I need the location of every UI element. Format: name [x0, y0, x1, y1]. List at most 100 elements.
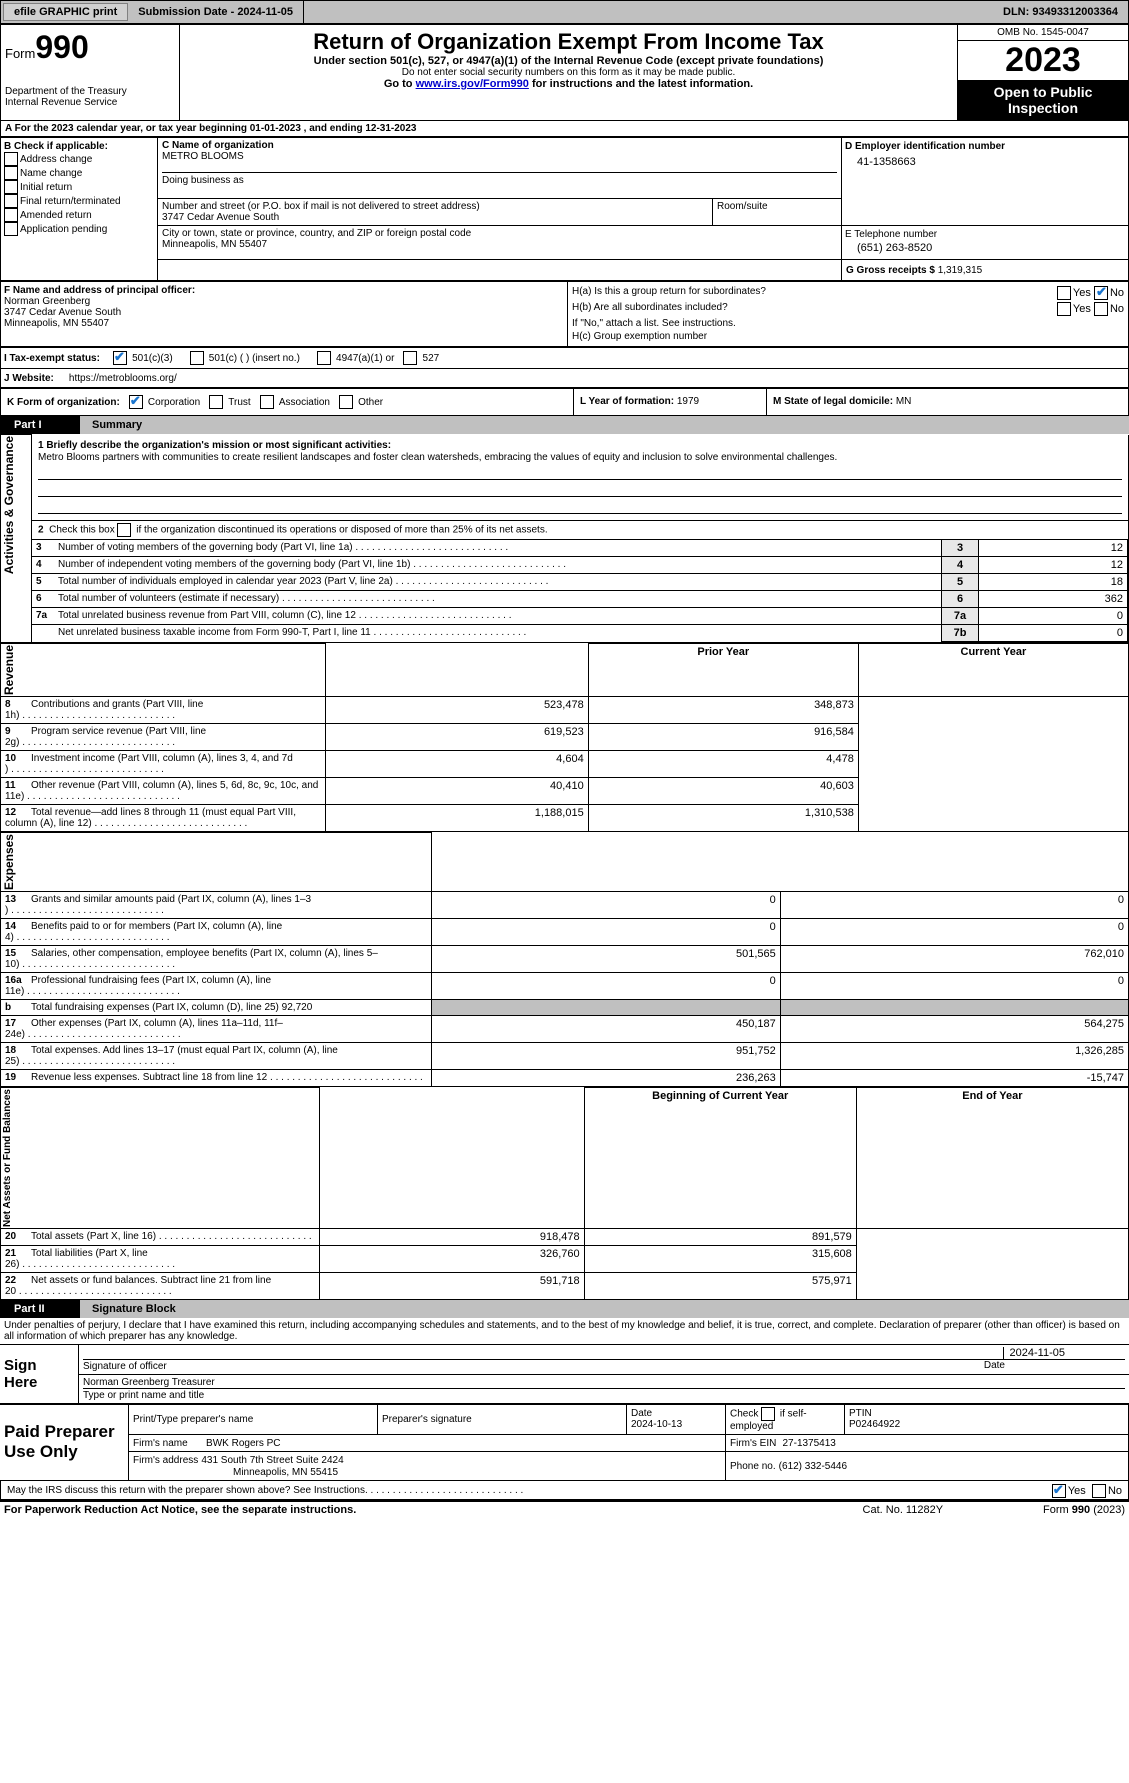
application-pending-checkbox[interactable] — [4, 222, 18, 236]
self-employed-checkbox[interactable] — [761, 1407, 775, 1421]
f-officer-label: F Name and address of principal officer: — [4, 285, 564, 296]
data-row: 12Total revenue—add lines 8 through 11 (… — [1, 804, 1129, 831]
501c3-checkbox[interactable] — [113, 351, 127, 365]
ha-no-checkbox[interactable] — [1094, 286, 1108, 300]
dba-label: Doing business as — [162, 172, 837, 186]
efile-print-button[interactable]: efile GRAPHIC print — [3, 3, 128, 21]
form-footer: Form 990 (2023) — [1043, 1504, 1125, 1516]
d-ein-label: D Employer identification number — [845, 141, 1125, 152]
data-row: 22Net assets or fund balances. Subtract … — [1, 1272, 1129, 1299]
firm-name: BWK Rogers PC — [206, 1438, 280, 1449]
firm-phone: (612) 332-5446 — [779, 1461, 847, 1472]
officer-name: Norman Greenberg — [4, 296, 564, 307]
data-row: 11Other revenue (Part VIII, column (A), … — [1, 777, 1129, 804]
cat-no: Cat. No. 11282Y — [863, 1504, 944, 1516]
association-checkbox[interactable] — [260, 395, 274, 409]
ha-label: H(a) Is this a group return for subordin… — [571, 285, 981, 301]
discontinued-checkbox[interactable] — [117, 523, 131, 537]
phone-value: (651) 263-8520 — [845, 240, 1125, 256]
officer-city: Minneapolis, MN 55407 — [4, 318, 564, 329]
irs-label: Internal Revenue Service — [5, 97, 175, 108]
topbar: efile GRAPHIC print Submission Date - 20… — [0, 0, 1129, 24]
tax-year-line: A For the 2023 calendar year, or tax yea… — [0, 121, 1129, 137]
open-inspection: Open to Public Inspection — [958, 80, 1128, 120]
goto-note: Go to www.irs.gov/Form990 for instructio… — [184, 78, 953, 90]
data-row: 14Benefits paid to or for members (Part … — [1, 918, 1129, 945]
initial-return-checkbox[interactable] — [4, 180, 18, 194]
amended-return-checkbox[interactable] — [4, 208, 18, 222]
q2-text: 2 Check this box if the organization dis… — [32, 520, 1128, 539]
527-checkbox[interactable] — [403, 351, 417, 365]
address-change-checkbox[interactable] — [4, 152, 18, 166]
hb-no-checkbox[interactable] — [1094, 302, 1108, 316]
summary-row: 5Total number of individuals employed in… — [32, 573, 1128, 590]
header-table: Form990 Department of the Treasury Inter… — [0, 24, 1129, 121]
org-name: METRO BLOOMS — [162, 151, 837, 162]
city-value: Minneapolis, MN 55407 — [162, 239, 837, 250]
hb-yes-checkbox[interactable] — [1057, 302, 1071, 316]
data-row: 10Investment income (Part VIII, column (… — [1, 750, 1129, 777]
b-label: B Check if applicable: — [4, 141, 154, 152]
paid-preparer-label: Paid Preparer Use Only — [0, 1404, 129, 1480]
omb-number: OMB No. 1545-0047 — [958, 25, 1128, 41]
dln-label: DLN: 93493312003364 — [1003, 6, 1118, 18]
summary-row: 6Total number of volunteers (estimate if… — [32, 590, 1128, 607]
data-row: 15Salaries, other compensation, employee… — [1, 945, 1129, 972]
trust-checkbox[interactable] — [209, 395, 223, 409]
eoy-header: End of Year — [856, 1087, 1128, 1228]
other-checkbox[interactable] — [339, 395, 353, 409]
summary-row: 3Number of voting members of the governi… — [32, 539, 1128, 556]
officer-street: 3747 Cedar Avenue South — [4, 307, 564, 318]
perjury-text: Under penalties of perjury, I declare th… — [0, 1318, 1129, 1344]
discuss-yes-checkbox[interactable] — [1052, 1484, 1066, 1498]
e-phone-label: E Telephone number — [845, 229, 1125, 240]
form-subtitle: Under section 501(c), 527, or 4947(a)(1)… — [184, 55, 953, 67]
firm-addr: 431 South 7th Street Suite 2424 — [201, 1455, 343, 1466]
discuss-no-checkbox[interactable] — [1092, 1484, 1106, 1498]
data-row: 20Total assets (Part X, line 16) 918,478… — [1, 1228, 1129, 1245]
summary-row: Net unrelated business taxable income fr… — [32, 624, 1128, 641]
c-name-label: C Name of organization — [162, 140, 837, 151]
data-row: 17Other expenses (Part IX, column (A), l… — [1, 1015, 1129, 1042]
tax-year: 2023 — [958, 41, 1128, 80]
self-employed-check: Check if self-employed — [726, 1404, 845, 1434]
data-row: 19Revenue less expenses. Subtract line 1… — [1, 1069, 1129, 1086]
dept-treasury: Department of the Treasury — [5, 86, 175, 97]
officer-title: Norman Greenberg Treasurer — [83, 1377, 1125, 1389]
name-change-checkbox[interactable] — [4, 166, 18, 180]
street-value: 3747 Cedar Avenue South — [162, 212, 708, 223]
part1-header: Part I Summary — [0, 416, 1129, 434]
prior-year-header: Prior Year — [588, 643, 858, 696]
ha-yes-checkbox[interactable] — [1057, 286, 1071, 300]
final-return-checkbox[interactable] — [4, 194, 18, 208]
prep-date: 2024-10-13 — [631, 1419, 721, 1430]
hb-note: If "No," attach a list. See instructions… — [571, 317, 1125, 330]
side-governance: Activities & Governance — [2, 436, 16, 574]
hc-label: H(c) Group exemption number — [571, 330, 1125, 343]
year-formation: 1979 — [677, 396, 699, 407]
city-label: City or town, state or province, country… — [162, 228, 837, 239]
ein-value: 41-1358663 — [845, 152, 1125, 172]
corporation-checkbox[interactable] — [129, 395, 143, 409]
room-label: Room/suite — [713, 199, 842, 226]
submission-date: Submission Date - 2024-11-05 — [138, 6, 293, 18]
data-row: 8Contributions and grants (Part VIII, li… — [1, 696, 1129, 723]
sig-date: 2024-11-05 — [1003, 1347, 1065, 1359]
summary-row: 7aTotal unrelated business revenue from … — [32, 607, 1128, 624]
form-number: Form990 — [5, 29, 175, 66]
sign-here-label: Sign Here — [0, 1344, 79, 1403]
hb-label: H(b) Are all subordinates included? — [571, 301, 981, 317]
summary-row: 4Number of independent voting members of… — [32, 556, 1128, 573]
website-value[interactable]: https://metroblooms.org/ — [69, 373, 177, 384]
discuss-text: May the IRS discuss this return with the… — [7, 1485, 523, 1496]
current-year-header: Current Year — [858, 643, 1128, 696]
ssn-note: Do not enter social security numbers on … — [184, 67, 953, 78]
4947-checkbox[interactable] — [317, 351, 331, 365]
firm-ein: 27-1375413 — [782, 1438, 835, 1449]
irs-link[interactable]: www.irs.gov/Form990 — [416, 78, 529, 90]
gross-receipts: 1,319,315 — [938, 265, 983, 276]
ptin-value: P02464922 — [849, 1419, 1124, 1430]
side-revenue: Revenue — [2, 645, 16, 695]
501c-checkbox[interactable] — [190, 351, 204, 365]
data-row: 16aProfessional fundraising fees (Part I… — [1, 972, 1129, 999]
